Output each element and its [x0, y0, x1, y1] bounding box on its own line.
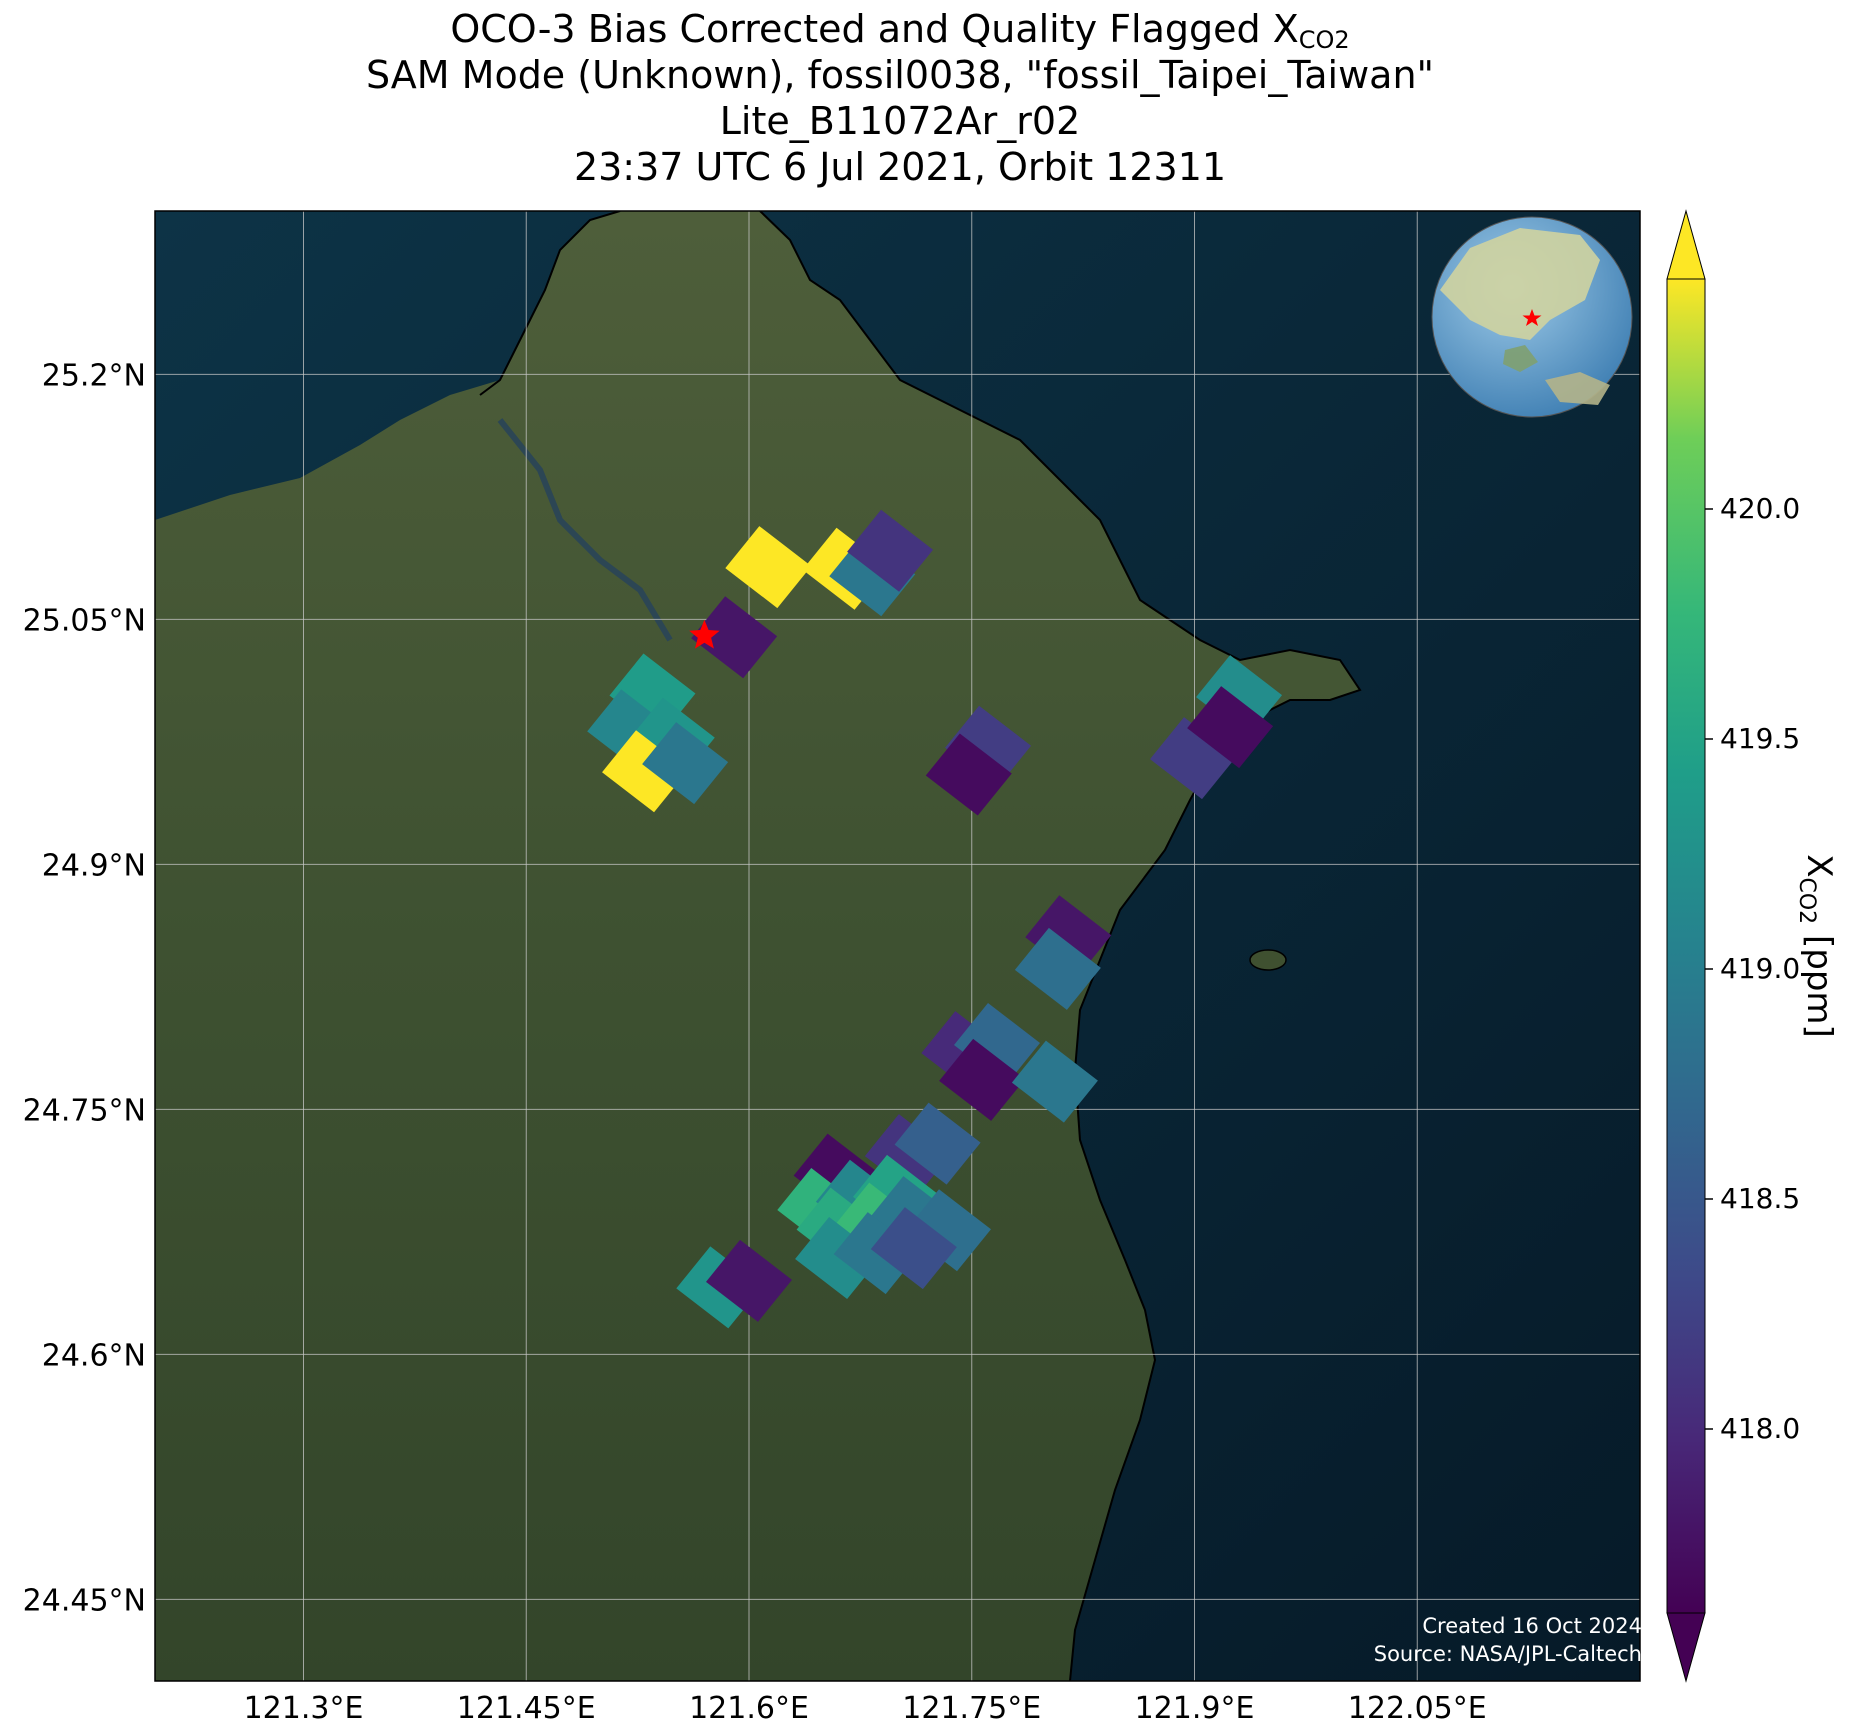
xco2-footprint — [829, 534, 916, 617]
star-icon — [689, 619, 720, 649]
xco2-footprint — [847, 509, 934, 592]
colorbar-tick-label: 419.0 — [1720, 952, 1800, 985]
y-tick-label: 25.05°N — [23, 603, 146, 638]
title-line-4: 23:37 UTC 6 Jul 2021, Orbit 12311 — [573, 145, 1227, 189]
river — [497, 418, 673, 642]
x-tick-label: 121.6°E — [689, 1691, 809, 1726]
y-tick-label: 24.9°N — [42, 848, 146, 883]
x-tick-label: 121.75°E — [902, 1691, 1041, 1726]
xco2-footprint — [939, 1038, 1026, 1121]
island — [1249, 949, 1287, 971]
xco2-footprint — [1187, 686, 1274, 769]
xco2-footprint — [925, 733, 1012, 816]
target-marker — [689, 619, 720, 649]
colorbar-ticks: 418.0 418.5 419.0 419.5 420.0 — [1705, 492, 1800, 1445]
xco2-soundings — [587, 509, 1283, 1329]
inset-globe — [1431, 216, 1633, 418]
colorbar-gradient — [1666, 278, 1706, 1614]
xco2-footprint — [1011, 1040, 1098, 1123]
globe-landmass-2 — [1545, 372, 1610, 405]
colorbar-tick-label: 418.0 — [1720, 1412, 1800, 1445]
source-credit: Source: NASA/JPL-Caltech — [1373, 1642, 1642, 1666]
xco2-footprint — [870, 1207, 957, 1290]
globe-star-icon — [1522, 309, 1542, 326]
y-tick-label: 24.75°N — [23, 1093, 146, 1128]
xco2-footprint — [602, 730, 689, 813]
globe-landmass-3 — [1503, 345, 1538, 372]
y-axis-ticks: 24.45°N 24.6°N 24.75°N 24.9°N 25.05°N 25.2°N — [23, 358, 146, 1618]
x-axis-ticks: 121.3°E 121.45°E 121.6°E 121.75°E 121.9°E 122… — [244, 1691, 1487, 1726]
colorbar-tick-label: 420.0 — [1720, 492, 1800, 525]
title-line-1: OCO-3 Bias Corrected and Quality Flagged… — [450, 7, 1350, 54]
figure-title: OCO-3 Bias Corrected and Quality Flagged… — [0, 6, 1800, 190]
xco2-footprint — [945, 705, 1032, 788]
colorbar-extend-max — [1666, 209, 1706, 280]
y-tick-label: 24.6°N — [42, 1338, 146, 1373]
coastline — [479, 211, 1362, 1681]
xco2-footprint — [642, 722, 729, 805]
x-tick-label: 121.3°E — [244, 1691, 364, 1726]
colorbar-tick-label: 419.5 — [1720, 722, 1800, 755]
map-frame — [154, 210, 1641, 1682]
xco2-footprint — [725, 526, 812, 609]
xco2-footprint — [1150, 717, 1237, 800]
x-tick-label: 122.05°E — [1348, 1691, 1487, 1726]
gridlines — [155, 211, 1640, 1681]
xco2-footprint — [953, 1003, 1040, 1085]
xco2-footprint — [1014, 927, 1101, 1010]
basemap — [155, 211, 1640, 1681]
y-tick-label: 24.45°N — [23, 1583, 146, 1618]
xco2-footprint — [904, 1189, 991, 1272]
title-line-3: Lite_B11072Ar_r02 — [719, 99, 1081, 143]
colorbar-label: XCO2 [ppm] — [1794, 854, 1839, 1038]
colorbar-extend-min — [1666, 1612, 1706, 1683]
xco2-footprint — [795, 1216, 882, 1299]
xco2-footprint — [706, 1239, 792, 1322]
xco2-footprint — [864, 1114, 951, 1197]
title-line-2: SAM Mode (Unknown), fossil0038, "fossil_… — [365, 53, 1435, 97]
x-tick-label: 121.45°E — [457, 1691, 596, 1726]
land-mass — [155, 211, 1360, 1681]
globe-landmass — [1440, 228, 1600, 340]
created-credit: Created 16 Oct 2024 — [1422, 1614, 1642, 1638]
xco2-footprint — [1025, 895, 1112, 978]
xco2-footprint — [894, 1102, 981, 1185]
xco2-footprint — [691, 596, 778, 679]
colorbar-tick-label: 418.5 — [1720, 1182, 1800, 1215]
x-tick-label: 121.9°E — [1135, 1691, 1255, 1726]
y-tick-label: 25.2°N — [42, 358, 146, 393]
